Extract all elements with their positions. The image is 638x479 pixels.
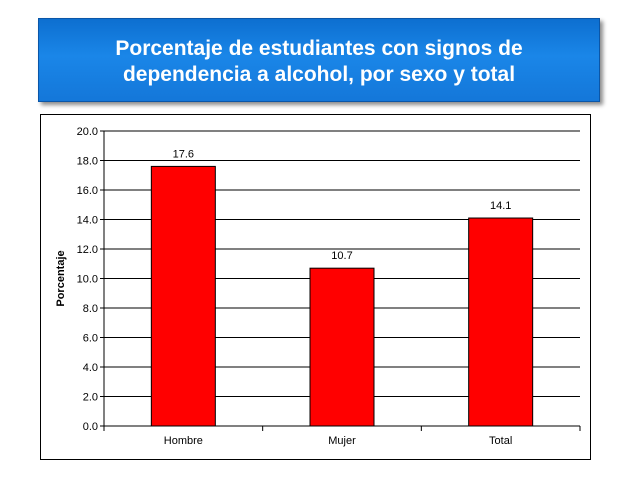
y-tick-label: 4.0 [83, 362, 98, 374]
chart-title-line-2: dependencia a alcohol, por sexo y total [122, 63, 516, 86]
y-tick-label: 2.0 [83, 392, 98, 404]
y-tick-label: 0.0 [83, 421, 98, 433]
y-axis-label: Porcentaje [55, 250, 67, 306]
title-banner: Porcentaje de estudiantes con signos de … [38, 18, 600, 102]
bar-hombre [150, 165, 216, 427]
y-tick-label: 6.0 [83, 333, 98, 345]
chart-title-line-1: Porcentaje de estudiantes con signos de [115, 37, 523, 60]
bar-mujer [309, 267, 375, 427]
y-tick-label: 16.0 [77, 185, 98, 197]
y-tick-label: 20.0 [77, 126, 98, 138]
x-tick-label: Total [489, 435, 512, 447]
data-label: 10.7 [331, 250, 352, 262]
bar-total [468, 217, 534, 427]
x-tick-label: Mujer [328, 435, 356, 447]
bar-chart: 0.0 2.0 4.0 6.0 8.0 10.0 12.0 14.0 16.0 18.0 20.0 P… [55, 126, 581, 447]
x-tick-label: Hombre [164, 435, 203, 447]
y-tick-label: 14.0 [77, 215, 98, 227]
y-tick-label: 18.0 [77, 156, 98, 168]
data-label: 14.1 [490, 200, 511, 212]
y-tick-label: 8.0 [83, 303, 98, 315]
chart-frame: 0.0 2.0 4.0 6.0 8.0 10.0 12.0 14.0 16.0 18.0 20.0 P… [40, 114, 591, 460]
y-tick-label: 12.0 [77, 244, 98, 256]
y-tick-label: 10.0 [77, 274, 98, 286]
data-label: 17.6 [173, 148, 194, 160]
